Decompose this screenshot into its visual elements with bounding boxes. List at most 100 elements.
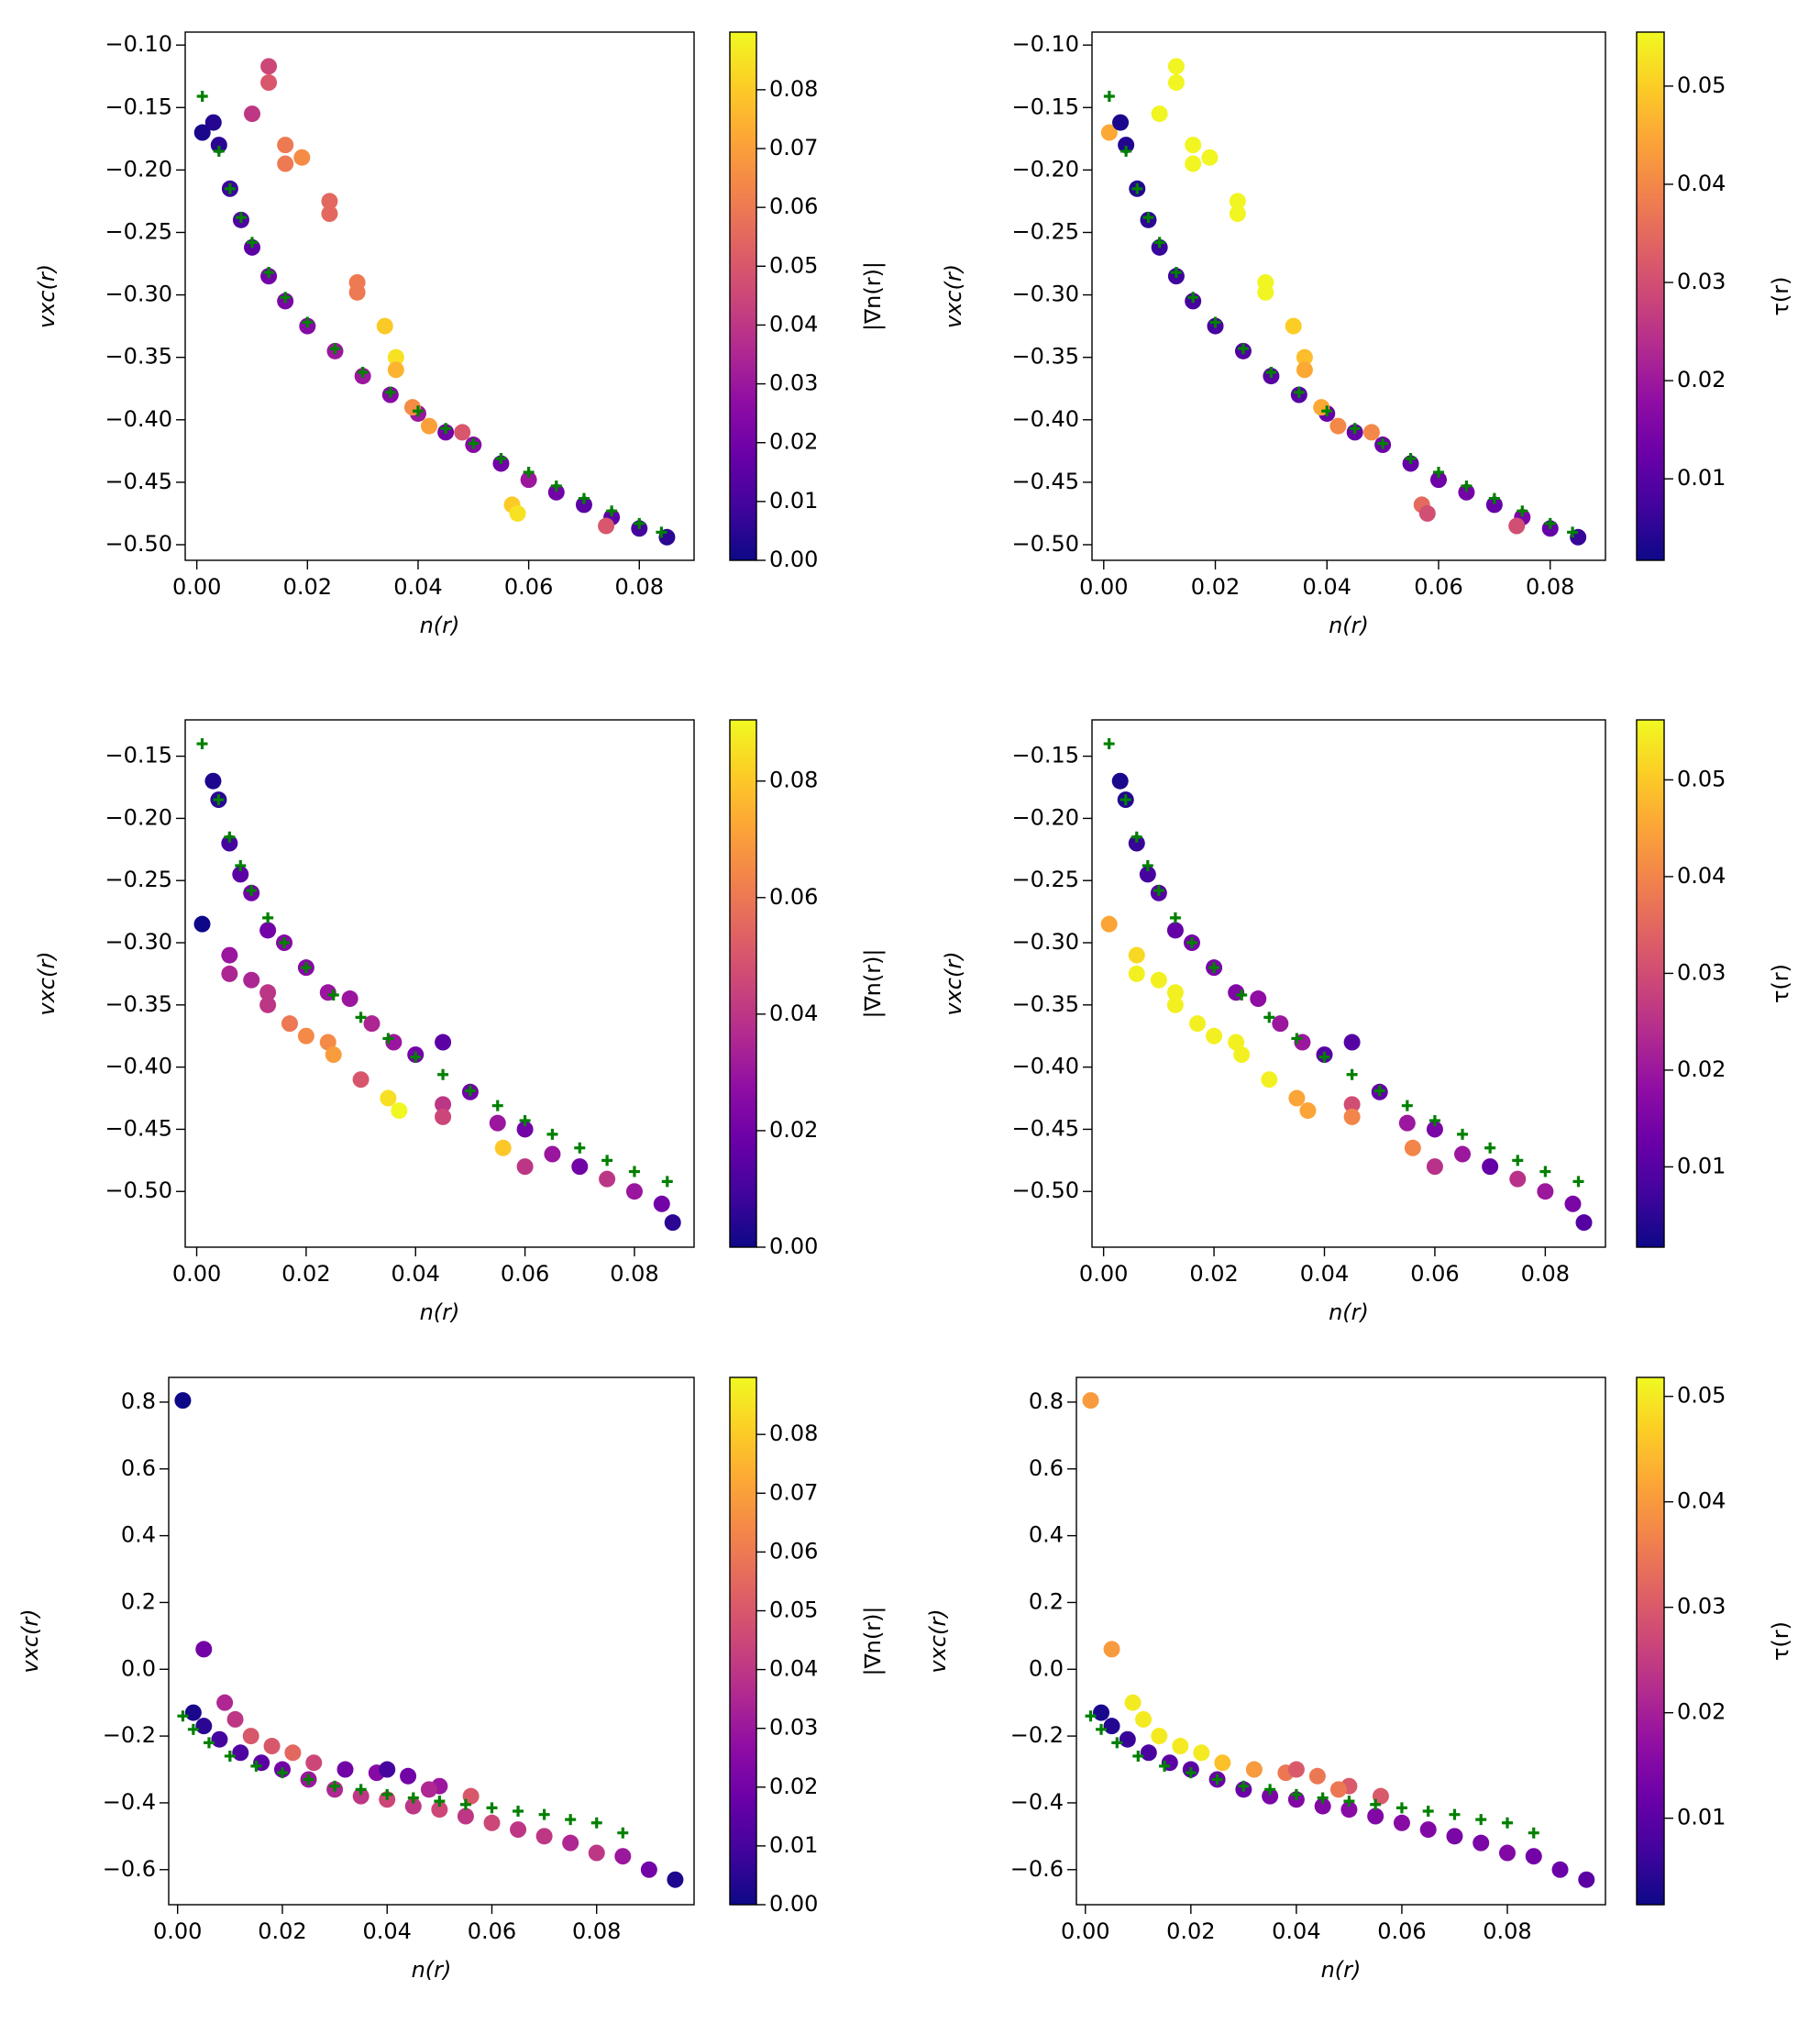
y-tick-label: −0.4	[103, 1789, 156, 1815]
scatter-point	[1446, 1828, 1463, 1845]
reference-marker	[1236, 989, 1248, 1000]
scatter-point	[614, 1848, 632, 1865]
scatter-point	[1229, 205, 1246, 223]
scatter-point	[1111, 772, 1129, 790]
reference-marker	[1370, 1798, 1382, 1810]
scatter-point	[277, 155, 294, 172]
reference-marker	[1321, 405, 1333, 417]
y-axis-label: vxc(r)	[941, 264, 966, 328]
scatter-point	[1250, 990, 1267, 1008]
x-axis-label: n(r)	[420, 613, 460, 638]
scatter-point	[1343, 1096, 1361, 1113]
reference-marker	[382, 1033, 394, 1045]
reference-marker	[656, 526, 667, 538]
reference-marker	[1265, 367, 1277, 379]
y-tick-label: −0.40	[1011, 406, 1079, 432]
reference-marker	[1085, 1710, 1097, 1722]
reference-marker	[578, 492, 590, 504]
y-tick-label: −0.35	[1011, 991, 1079, 1017]
reference-marker	[1343, 1796, 1355, 1807]
reference-marker	[412, 405, 424, 417]
scatter-point	[174, 1392, 192, 1409]
colorbar-tick-label: 0.02	[769, 1117, 818, 1143]
colorbar-label: |∇n(r)|	[860, 1606, 886, 1675]
x-tick-label: 0.02	[283, 574, 332, 600]
scatter-point	[1135, 1710, 1153, 1728]
scatter-point	[535, 1828, 553, 1845]
scatter-point	[193, 915, 211, 933]
scatter-point	[195, 1718, 213, 1735]
scatter-point	[625, 1183, 643, 1200]
y-tick-label: −0.30	[105, 282, 172, 307]
scatter-point	[352, 1071, 370, 1089]
reference-marker	[513, 1806, 524, 1818]
x-tick-label: 0.04	[1272, 1918, 1320, 1944]
reference-marker	[1539, 1166, 1551, 1177]
y-tick-label: 0.6	[1029, 1455, 1064, 1481]
y-tick-label: 0.8	[121, 1388, 156, 1414]
colorbar-tick-label: 0.03	[769, 1715, 818, 1741]
reference-marker	[224, 182, 236, 194]
reference-marker	[1488, 492, 1500, 504]
scatter-point	[571, 1158, 589, 1176]
colorbar-tick-label: 0.07	[769, 135, 818, 160]
reference-marker	[1461, 480, 1473, 492]
colorbar	[1636, 1376, 1665, 1906]
scatter-point	[1367, 1807, 1384, 1825]
x-tick-label: 0.00	[1061, 1918, 1109, 1944]
scatter-point	[184, 1704, 202, 1721]
scatter-point	[1150, 971, 1167, 989]
colorbar-tick-label: 0.06	[769, 884, 818, 910]
scatter-point	[1128, 835, 1145, 852]
y-tick-label: −0.45	[105, 1115, 172, 1141]
scatter-point	[421, 417, 438, 435]
y-tick-label: −0.45	[105, 469, 172, 494]
colorbar-tick-label: 0.05	[1677, 72, 1726, 98]
scatter-point	[431, 1801, 448, 1818]
x-tick-label: 0.06	[1414, 574, 1462, 600]
reference-marker	[1346, 1068, 1358, 1080]
reference-marker	[546, 1128, 558, 1140]
y-tick-label: −0.40	[105, 406, 172, 432]
colorbar-tick-label: 0.02	[1677, 1699, 1726, 1725]
colorbar-tick-label: 0.05	[769, 1597, 818, 1622]
scatter-point	[1329, 1781, 1347, 1798]
scatter-point	[588, 1844, 605, 1862]
x-tick-label: 0.02	[1191, 574, 1240, 600]
reference-marker	[196, 738, 208, 750]
scatter-point	[575, 496, 592, 514]
colorbar-label: τ(r)	[1768, 964, 1793, 1003]
y-tick-label: −0.2	[1010, 1722, 1064, 1748]
reference-marker	[302, 316, 314, 328]
reference-marker	[303, 1774, 314, 1785]
y-axis-label: vxc(r)	[925, 1608, 951, 1673]
colorbar	[729, 719, 757, 1248]
scatter-point	[1082, 1392, 1099, 1409]
scatter-point	[1343, 1034, 1361, 1051]
scatter-point	[1229, 193, 1246, 210]
reference-marker	[1422, 1806, 1434, 1818]
reference-marker	[523, 466, 535, 478]
scatter-point	[204, 114, 222, 131]
colorbar	[1636, 719, 1665, 1248]
reference-marker	[1433, 466, 1444, 478]
scatter-point	[325, 1046, 342, 1064]
colorbar-tick-label: 0.02	[769, 1774, 818, 1799]
colorbar-tick-label: 0.04	[1677, 863, 1726, 889]
scatter-point	[400, 1767, 417, 1785]
scatter-point	[1139, 866, 1156, 883]
scatter-point	[284, 1744, 302, 1762]
y-tick-label: −0.15	[1011, 743, 1079, 768]
scatter-point	[1100, 915, 1118, 933]
scatter-point	[1172, 1738, 1189, 1755]
colorbar-label: τ(r)	[1768, 276, 1793, 315]
y-tick-label: −0.20	[105, 804, 172, 830]
reference-marker	[1153, 885, 1164, 897]
scatter-point	[1509, 1170, 1527, 1188]
scatter-point	[1458, 483, 1475, 501]
y-axis-label: vxc(r)	[34, 264, 60, 328]
scatter-point	[341, 990, 358, 1008]
reference-marker	[495, 452, 507, 464]
axes-frame	[184, 719, 695, 1248]
